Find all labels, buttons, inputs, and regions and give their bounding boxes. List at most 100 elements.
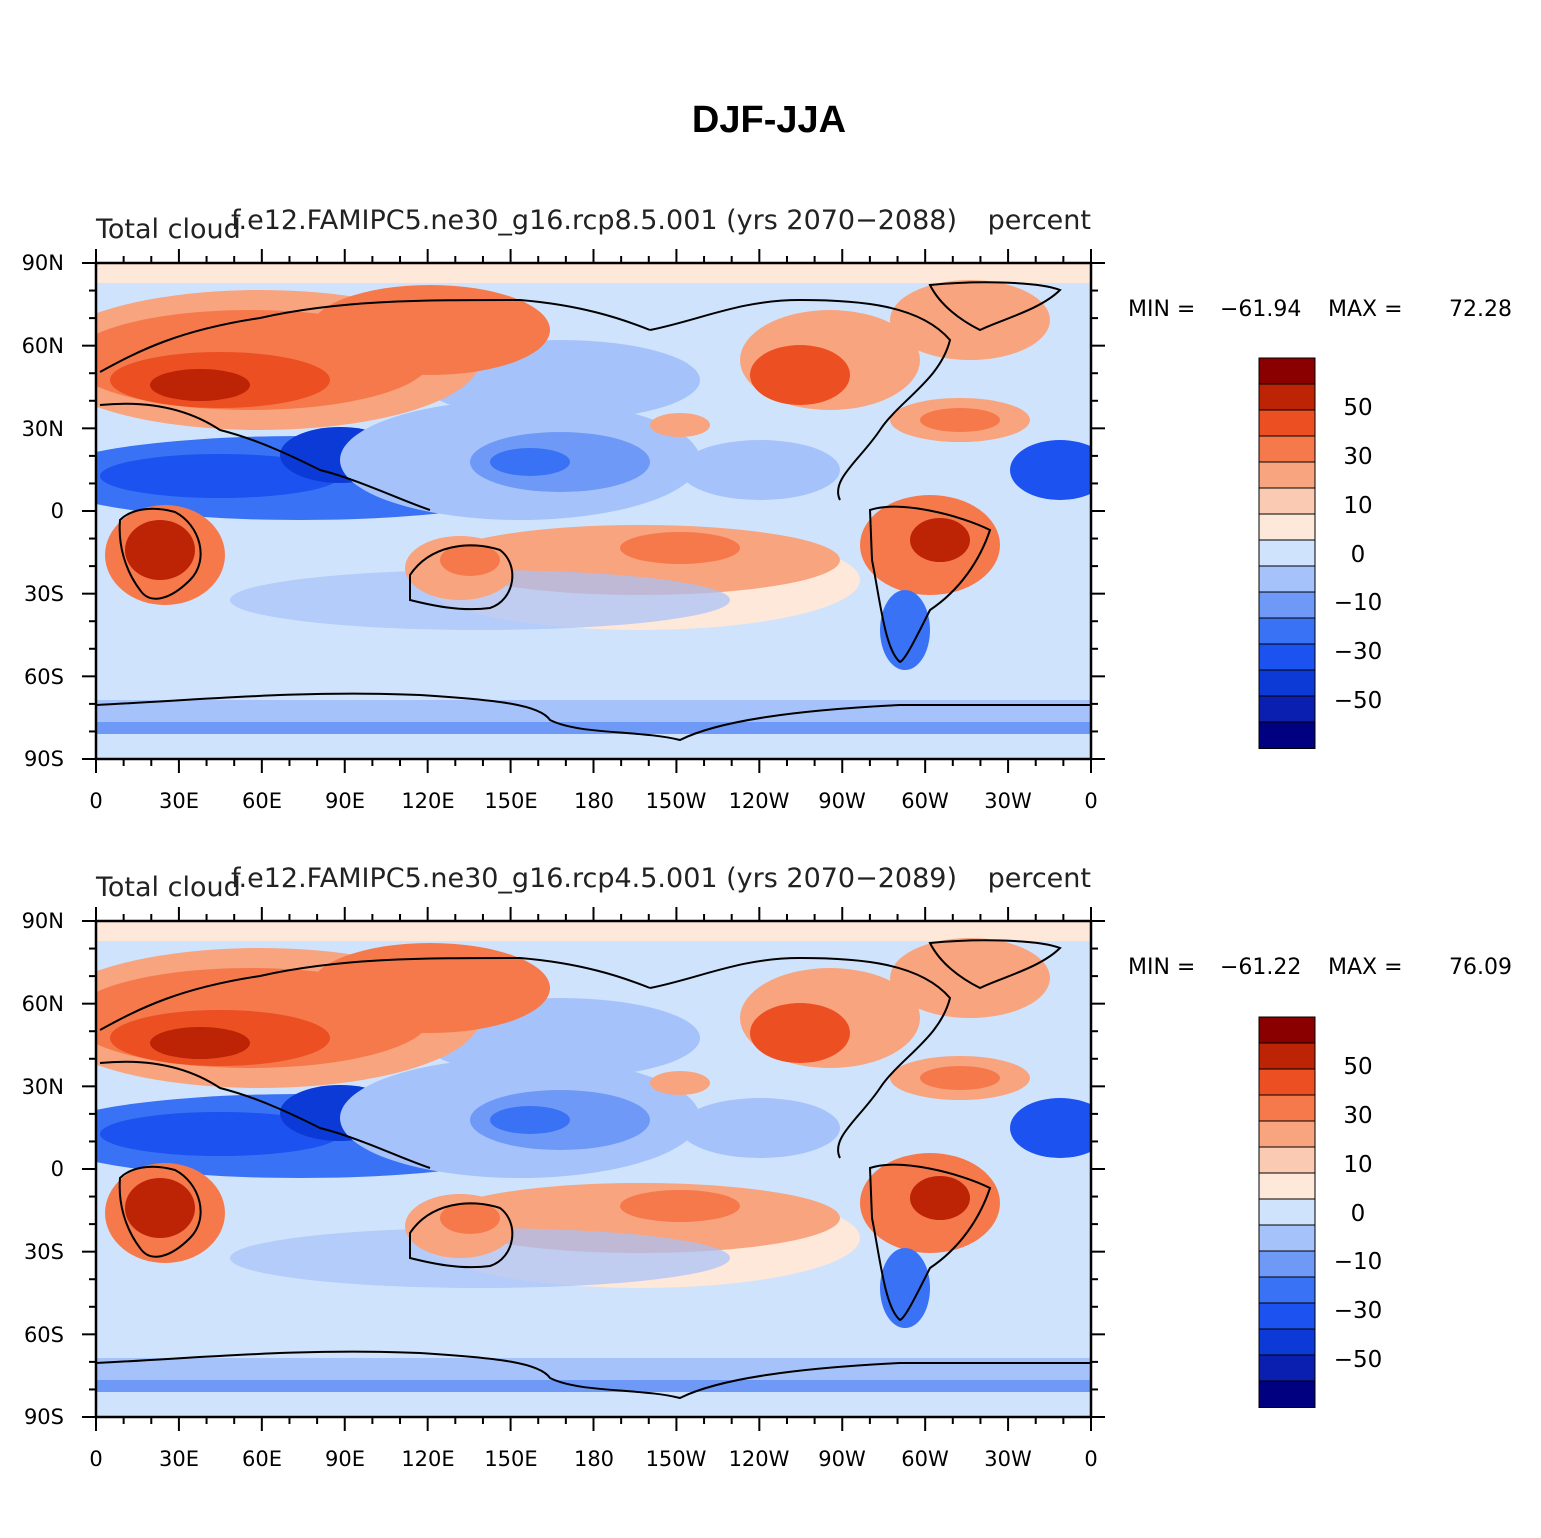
colorbar-swatch — [1258, 383, 1316, 411]
colorbar-swatch — [1258, 357, 1316, 385]
x-tick-label: 150E — [484, 1447, 537, 1471]
x-tick-label: 120W — [729, 1447, 790, 1471]
colorbar-swatch — [1258, 1380, 1316, 1408]
colorbar-label: 30 — [1343, 1103, 1372, 1129]
y-tick-label: 60S — [24, 665, 64, 689]
min-label: MIN = — [1128, 297, 1195, 322]
y-tick-label: 30N — [22, 1075, 64, 1099]
colorbar-swatch — [1258, 1354, 1316, 1382]
colorbar-label: −10 — [1334, 1249, 1383, 1275]
y-tick-label: 30S — [24, 1240, 64, 1264]
y-tick-label: 90S — [24, 1405, 64, 1429]
colorbar-swatch — [1258, 695, 1316, 723]
colorbar-swatch — [1258, 539, 1316, 567]
colorbar-swatch — [1258, 1224, 1316, 1252]
map-field — [96, 263, 1091, 759]
max-value: 76.09 — [1449, 955, 1512, 980]
colorbar-label: −50 — [1334, 1347, 1383, 1373]
x-tick-label: 120E — [401, 789, 454, 813]
x-tick-label: 30E — [159, 1447, 199, 1471]
colorbar-swatch — [1258, 1198, 1316, 1226]
colorbar-swatch — [1258, 1094, 1316, 1122]
panel-rcp45: Total cloud f.e12.FAMIPC5.ne30_g16.rcp4.… — [22, 863, 1512, 1471]
colorbar-swatch — [1258, 669, 1316, 697]
x-tick-label: 60E — [242, 1447, 282, 1471]
x-tick-label: 150W — [646, 789, 707, 813]
x-tick-label: 60W — [901, 789, 949, 813]
stats: MIN = −61.94 MAX = 72.28 — [1128, 297, 1512, 322]
colorbar-label: −10 — [1334, 590, 1383, 616]
colorbar-swatch — [1258, 643, 1316, 671]
colorbar-swatch — [1258, 1302, 1316, 1330]
max-label: MAX = — [1328, 297, 1403, 322]
left-label: Total cloud — [95, 872, 241, 903]
y-tick-label: 0 — [51, 1157, 64, 1181]
y-tick-label: 90N — [22, 909, 64, 933]
colorbar-label: 50 — [1343, 395, 1372, 421]
max-label: MAX = — [1328, 955, 1403, 980]
x-tick-label: 30E — [159, 789, 199, 813]
center-label: f.e12.FAMIPC5.ne30_g16.rcp4.5.001 (yrs 2… — [231, 863, 957, 894]
x-tick-label: 30W — [984, 789, 1032, 813]
x-axis: 0 30E 60E 90E 120E 150E 180 150W 120W 90… — [89, 1447, 1097, 1471]
colorbar-swatch — [1258, 1120, 1316, 1148]
y-tick-label: 60N — [22, 334, 64, 358]
y-tick-label: 60S — [24, 1323, 64, 1347]
x-tick-label: 0 — [1084, 789, 1097, 813]
x-tick-label: 120W — [729, 789, 790, 813]
colorbar-label: 0 — [1351, 542, 1366, 568]
colorbar-swatch — [1258, 1172, 1316, 1200]
colorbar-labels: 50 30 10 0 −10 −30 −50 — [1334, 395, 1383, 714]
colorbar-swatch — [1258, 617, 1316, 645]
colorbar-swatch — [1258, 409, 1316, 437]
colorbar-swatch — [1258, 1068, 1316, 1096]
colorbar-labels: 50 30 10 0 −10 −30 −50 — [1334, 1054, 1383, 1373]
y-tick-label: 0 — [51, 499, 64, 523]
tick-marks — [82, 249, 1105, 773]
x-tick-label: 90E — [325, 1447, 365, 1471]
max-value: 72.28 — [1449, 297, 1512, 322]
right-label: percent — [988, 205, 1091, 236]
x-tick-label: 0 — [89, 1447, 102, 1471]
colorbar-swatch — [1258, 591, 1316, 619]
colorbar — [1258, 1016, 1316, 1408]
colorbar — [1258, 357, 1316, 749]
colorbar-swatch — [1258, 1328, 1316, 1356]
colorbar-swatch — [1258, 1146, 1316, 1174]
colorbar-swatch — [1258, 487, 1316, 515]
colorbar-label: −30 — [1334, 1298, 1383, 1324]
colorbar-swatch — [1258, 1042, 1316, 1070]
x-tick-label: 0 — [1084, 1447, 1097, 1471]
colorbar-swatch — [1258, 565, 1316, 593]
colorbar-label: 0 — [1351, 1201, 1366, 1227]
colorbar-swatch — [1258, 1250, 1316, 1278]
colorbar-swatch — [1258, 721, 1316, 749]
y-tick-label: 30S — [24, 582, 64, 606]
main-title: DJF-JJA — [692, 99, 846, 141]
x-tick-label: 180 — [574, 1447, 614, 1471]
x-tick-label: 30W — [984, 1447, 1032, 1471]
colorbar-swatch — [1258, 435, 1316, 463]
x-tick-label: 90E — [325, 789, 365, 813]
colorbar-label: −30 — [1334, 639, 1383, 665]
x-tick-label: 150E — [484, 789, 537, 813]
left-label: Total cloud — [95, 214, 241, 245]
x-tick-label: 90W — [818, 789, 866, 813]
y-tick-label: 60N — [22, 992, 64, 1016]
stats: MIN = −61.22 MAX = 76.09 — [1128, 955, 1512, 980]
x-tick-label: 60E — [242, 789, 282, 813]
y-axis: 90N 60N 30N 0 30S 60S 90S — [22, 909, 64, 1429]
center-label: f.e12.FAMIPC5.ne30_g16.rcp8.5.001 (yrs 2… — [231, 205, 957, 236]
map-field — [96, 921, 1091, 1417]
y-tick-label: 90S — [24, 747, 64, 771]
y-tick-label: 30N — [22, 417, 64, 441]
colorbar-swatch — [1258, 1016, 1316, 1044]
colorbar-swatch — [1258, 1276, 1316, 1304]
y-axis: 90N 60N 30N 0 30S 60S 90S — [22, 251, 64, 771]
min-value: −61.94 — [1220, 297, 1301, 322]
x-tick-label: 0 — [89, 789, 102, 813]
x-axis: 0 30E 60E 90E 120E 150E 180 150W 120W 90… — [89, 789, 1097, 813]
colorbar-label: 30 — [1343, 444, 1372, 470]
x-tick-label: 60W — [901, 1447, 949, 1471]
x-tick-label: 120E — [401, 1447, 454, 1471]
